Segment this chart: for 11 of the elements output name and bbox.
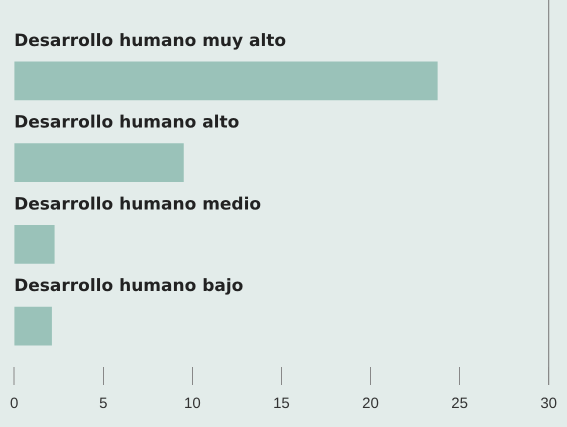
x-tick-label: 25: [451, 395, 468, 412]
y-tick-label: Desarrollo humano muy alto: [14, 30, 286, 51]
x-tick-label: 5: [99, 395, 108, 412]
x-tick-label: 30: [540, 395, 557, 412]
y-tick-label: Desarrollo humano alto: [14, 112, 240, 133]
x-tick-label: 15: [273, 395, 290, 412]
x-tick-label: 0: [10, 395, 18, 412]
y-tick-label: Desarrollo humano medio: [14, 194, 262, 214]
x-tick-label: 10: [184, 395, 201, 412]
y-tick-label: Desarrollo humano bajo: [14, 276, 244, 296]
x-tick-label: 20: [362, 395, 379, 412]
